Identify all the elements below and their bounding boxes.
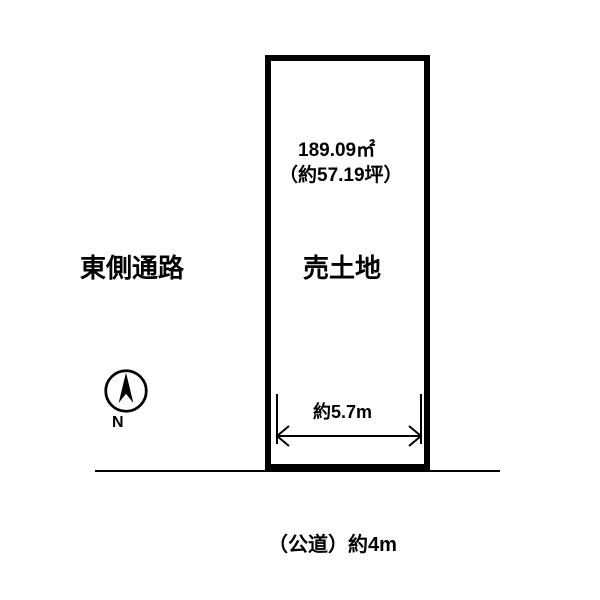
compass-icon <box>103 368 149 414</box>
lot-label: 売土地 <box>303 248 381 285</box>
ground-line <box>95 470 500 472</box>
compass-letter: N <box>112 414 124 432</box>
width-dimension-line <box>271 388 427 448</box>
area-sqm: 189.09㎡ <box>298 135 375 162</box>
road-label: （公道）約4m <box>268 528 397 557</box>
east-passage-label: 東側通路 <box>80 248 184 285</box>
area-tsubo: （約57.19坪） <box>279 160 403 187</box>
